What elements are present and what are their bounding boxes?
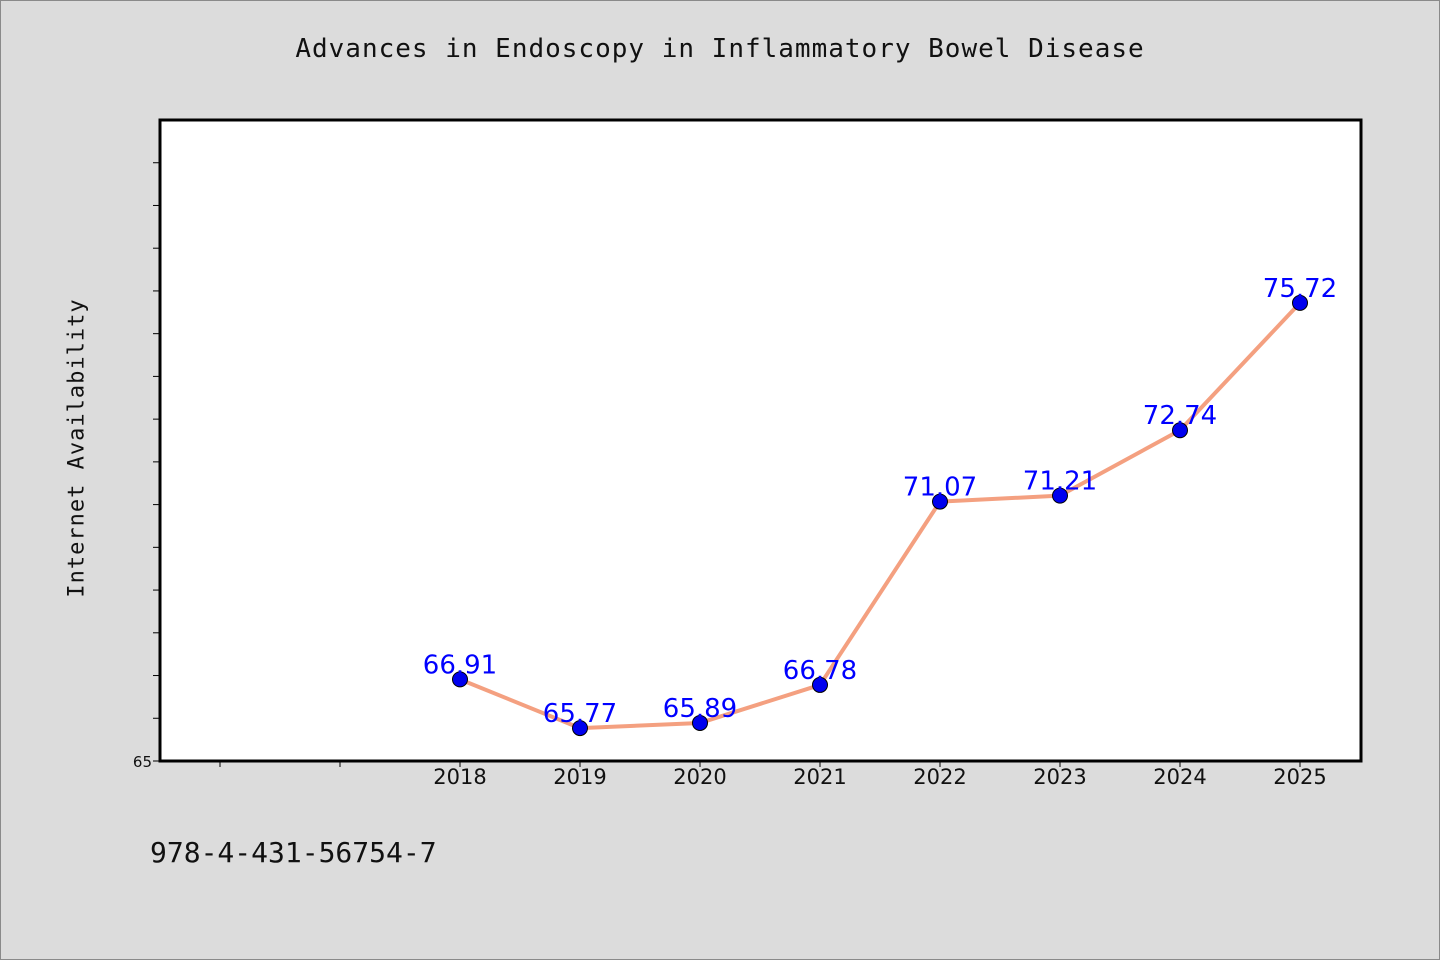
series-line (459, 301, 1302, 731)
data-label: 66.91 (423, 650, 497, 680)
data-point (1172, 422, 1188, 439)
plot-area (158, 118, 1363, 763)
x-tick-label: 2019 (553, 765, 606, 789)
footer-code: 978-4-431-56754-7 (150, 836, 437, 869)
chart-title: Advances in Endoscopy in Inflammatory Bo… (295, 34, 1145, 64)
x-tick-label: 2022 (913, 765, 966, 789)
data-label: 71.21 (1023, 467, 1097, 497)
data-label: 71.07 (903, 473, 977, 503)
data-point (452, 671, 468, 688)
x-tick-label: 2024 (1153, 765, 1206, 789)
x-axis-ticks: 2018 2019 2020 2021 2022 2023 2024 2025 (219, 761, 1327, 789)
data-point (812, 676, 828, 693)
data-markers (452, 294, 1308, 737)
data-label: 66.78 (783, 656, 857, 686)
x-tick-label: 2020 (673, 765, 726, 789)
data-point (1292, 294, 1308, 311)
data-labels: 66.91 65.77 65.89 66.78 71.07 71.21 72.74 75.72 (423, 274, 1337, 729)
x-tick-label: 2025 (1273, 765, 1326, 789)
data-point (692, 714, 708, 731)
x-tick-label: 2023 (1033, 765, 1086, 789)
y-tick-label: 65 (133, 753, 152, 771)
series-line-group (459, 301, 1302, 731)
y-axis-ticks: 65 (133, 162, 160, 771)
data-label: 65.77 (543, 699, 617, 729)
x-tick-label: 2021 (793, 765, 846, 789)
data-label: 72.74 (1143, 401, 1217, 431)
data-point (572, 720, 588, 737)
data-label: 65.89 (663, 694, 737, 724)
data-label: 75.72 (1263, 274, 1337, 304)
x-tick-label: 2018 (433, 765, 486, 789)
data-point (1052, 487, 1068, 504)
data-point (932, 493, 948, 510)
